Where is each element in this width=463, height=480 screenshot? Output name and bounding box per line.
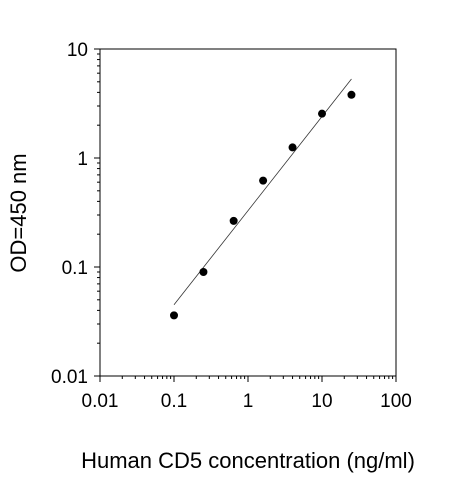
x-tick-label: 100 [380, 391, 412, 412]
axis-ticks [94, 48, 397, 382]
data-points [170, 90, 356, 320]
y-axis-title: OD=450 nm [6, 153, 31, 272]
y-tick-label: 10 [67, 40, 88, 61]
y-tick-label: 0.01 [51, 367, 88, 388]
data-point [259, 176, 268, 185]
y-tick-labels: 0.01 0.1 1 10 [51, 40, 88, 388]
data-point [288, 143, 297, 152]
x-tick-label: 0.01 [82, 391, 119, 412]
data-point [347, 90, 356, 99]
data-point [318, 109, 326, 118]
data-point [229, 216, 238, 225]
x-tick-label: 0.1 [161, 391, 187, 412]
x-tick-label: 1 [243, 391, 254, 412]
x-axis-title: Human CD5 concentration (ng/ml) [81, 448, 415, 473]
x-tick-label: 10 [311, 391, 332, 412]
y-tick-label: 0.1 [62, 258, 88, 279]
y-tick-label: 1 [77, 149, 88, 170]
x-tick-labels: 0.01 0.1 1 10 100 [82, 391, 412, 412]
data-point [199, 267, 208, 276]
data-point [170, 311, 178, 320]
